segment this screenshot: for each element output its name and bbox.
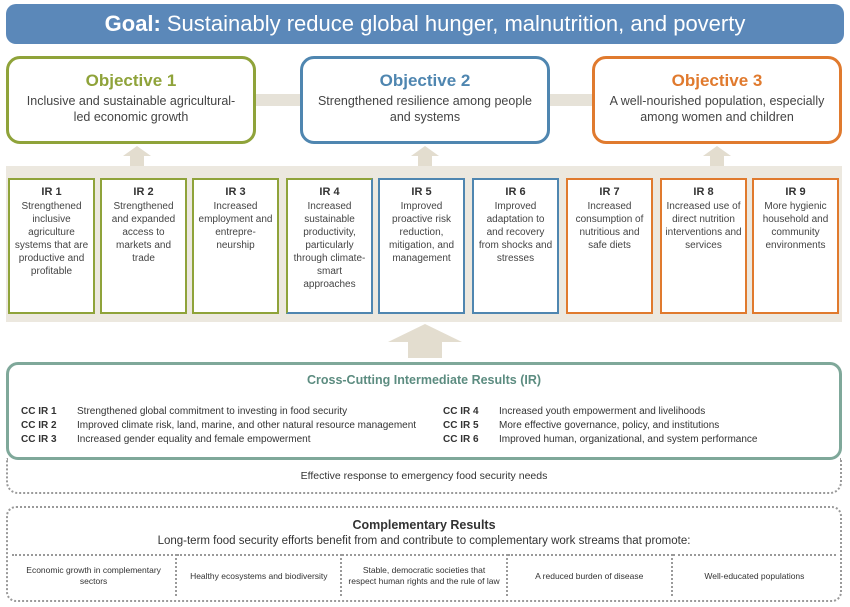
objective-connector-right [548,94,594,106]
complementary-item: Healthy ecosystems and biodiversity [177,554,343,596]
ir-1-box: IR 1 Strengthened inclusive agriculture … [8,178,95,314]
objective-2-title: Objective 2 [379,71,471,90]
complementary-item: Well-educated populations [672,554,837,596]
ir-2-text: Strengthened and expanded access to mark… [111,201,176,264]
ir-5-box: IR 5 Improved proactive risk reduction, … [378,178,465,314]
cc-ir-4-text: Increased youth empowerment and liveliho… [499,406,706,417]
ir-8-box: IR 8 Increased use of direct nutrition i… [660,178,747,314]
cross-cutting-column-right: CC IR 4 Increased youth empowerment and … [443,405,757,447]
cross-cutting-box: Cross-Cutting Intermediate Results (IR) … [6,362,842,460]
objective-connector-left [256,94,302,106]
complementary-item: A reduced burden of disease [507,554,673,596]
ir-7-number: IR 7 [599,186,620,198]
ir-5-number: IR 5 [411,186,432,198]
objective-2-description: Strengthened resilience among people and… [317,94,533,124]
cc-ir-6-row: CC IR 6 Improved human, organizational, … [443,433,757,447]
ir-8-number: IR 8 [693,186,714,198]
up-arrow-cross-cutting [388,324,462,358]
cc-ir-3-code: CC IR 3 [21,434,57,445]
ir-6-text: Improved adaptation to and recovery from… [478,201,553,264]
ir-9-box: IR 9 More hygienic household and communi… [752,178,839,314]
objective-3-description: A well-nourished population, especially … [609,94,825,124]
cc-ir-1-row: CC IR 1 Strengthened global commitment t… [21,405,416,419]
cc-ir-4-row: CC IR 4 Increased youth empowerment and … [443,405,757,419]
objective-2-box: Objective 2 Strengthened resilience amon… [300,56,550,144]
cc-ir-5-code: CC IR 5 [443,420,479,431]
ir-3-number: IR 3 [225,186,246,198]
cross-cutting-column-left: CC IR 1 Strengthened global commitment t… [21,405,416,447]
up-arrow-objective-2 [405,146,445,166]
ir-1-text: Strengthened inclusive agriculture syste… [14,201,89,277]
ir-4-text: Increased sustainable productivity, part… [293,201,366,290]
cc-ir-2-text: Improved climate risk, land, marine, and… [77,420,417,431]
ir-3-box: IR 3 Increased employment and entrepre-n… [192,178,279,314]
complementary-results-subtitle: Long-term food security efforts benefit … [157,535,691,547]
goal-banner: Goal: Sustainably reduce global hunger, … [6,4,844,44]
cc-ir-2-code: CC IR 2 [21,420,57,431]
objective-1-description: Inclusive and sustainable agricultural-l… [26,94,236,124]
ir-7-box: IR 7 Increased consumption of nutritious… [566,178,653,314]
cc-ir-3-text: Increased gender equality and female emp… [77,434,311,445]
emergency-response-box: Effective response to emergency food sec… [6,458,842,494]
ir-6-number: IR 6 [505,186,526,198]
up-arrow-objective-1 [117,146,157,166]
objective-3-title: Objective 3 [671,71,763,90]
ir-3-text: Increased employment and entrepre-neursh… [198,201,273,251]
cc-ir-4-code: CC IR 4 [443,406,479,417]
cc-ir-2-row: CC IR 2 Improved climate risk, land, mar… [21,419,416,433]
complementary-results-box: Complementary Results Long-term food sec… [6,506,842,602]
emergency-response-text: Effective response to emergency food sec… [300,470,548,482]
goal-label: Goal: [104,11,161,36]
cc-ir-6-text: Improved human, organizational, and syst… [499,434,758,445]
ir-5-text: Improved proactive risk reduction, mitig… [388,201,455,264]
up-arrow-objective-3 [697,146,737,166]
ir-1-number: IR 1 [41,186,62,198]
cc-ir-5-text: More effective governance, policy, and i… [499,420,720,431]
cross-cutting-title: Cross-Cutting Intermediate Results (IR) [306,373,542,387]
ir-4-number: IR 4 [319,186,340,198]
complementary-results-title: Complementary Results [352,518,496,532]
cc-ir-1-text: Strengthened global commitment to invest… [77,406,348,417]
ir-9-text: More hygienic household and community en… [762,201,829,251]
cc-ir-6-code: CC IR 6 [443,434,479,445]
objective-1-title: Objective 1 [85,71,177,90]
goal-text: Sustainably reduce global hunger, malnut… [166,11,746,36]
ir-6-box: IR 6 Improved adaptation to and recovery… [472,178,559,314]
complementary-item: Economic growth in complementary sectors [12,554,178,596]
ir-8-text: Increased use of direct nutrition interv… [665,201,742,251]
ir-9-number: IR 9 [785,186,806,198]
ir-7-text: Increased consumption of nutritious and … [575,201,644,251]
ir-4-box: IR 4 Increased sustainable productivity,… [286,178,373,314]
ir-2-number: IR 2 [133,186,154,198]
complementary-results-list: Economic growth in complementary sectors… [12,554,837,596]
cc-ir-1-code: CC IR 1 [21,406,57,417]
complementary-item: Stable, democratic societies that respec… [342,554,508,596]
cc-ir-3-row: CC IR 3 Increased gender equality and fe… [21,433,416,447]
objective-1-box: Objective 1 Inclusive and sustainable ag… [6,56,256,144]
cc-ir-5-row: CC IR 5 More effective governance, polic… [443,419,757,433]
objective-3-box: Objective 3 A well-nourished population,… [592,56,842,144]
ir-2-box: IR 2 Strengthened and expanded access to… [100,178,187,314]
